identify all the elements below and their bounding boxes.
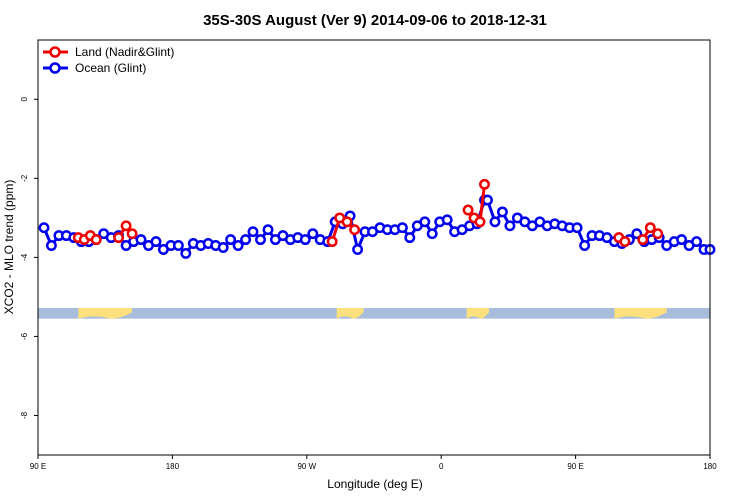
legend-land-marker: [49, 46, 61, 58]
y-axis-ticks: 0 -2 -4 -6 -8: [20, 97, 38, 419]
ocean-series-point: [255, 234, 266, 246]
ocean-series-point: [504, 220, 516, 232]
y-tick-label: 0: [20, 97, 29, 102]
ocean-series-point: [396, 222, 408, 234]
land-series-seg5: [637, 222, 664, 246]
ocean-series-point: [352, 244, 364, 255]
x-tick-label: 0: [439, 462, 444, 471]
land-series-seg1-point: [126, 228, 138, 240]
plot-frame: [37, 39, 711, 456]
land-series-seg2: [326, 212, 361, 248]
ocean-series-point: [262, 224, 274, 236]
x-axis-ticks: 90 E 180 90 W 0 90 E 180: [30, 455, 717, 471]
ocean-series-point: [307, 228, 319, 240]
ocean-series-point: [240, 234, 252, 246]
ocean-series-point: [489, 216, 501, 228]
ocean-series-point: [691, 236, 703, 248]
ocean-series-point: [482, 194, 493, 206]
land-series-seg4: [613, 232, 631, 248]
ocean-series-point: [247, 226, 259, 238]
ocean-series-point: [426, 228, 438, 240]
ocean-series-point: [180, 247, 192, 259]
land-series-seg2-point: [349, 224, 361, 236]
x-tick-label: 90 E: [30, 462, 46, 471]
land-series-seg1-point: [120, 220, 132, 232]
land-series-seg3: [462, 178, 490, 228]
ocean-series-point: [404, 232, 416, 244]
ocean-series-point: [496, 206, 508, 218]
land-series-seg3-point: [479, 178, 490, 190]
chart-title: 35S-30S August (Ver 9) 2014-09-06 to 201…: [203, 12, 547, 29]
land-region-3: [614, 307, 667, 319]
x-tick-label: 180: [703, 462, 717, 471]
land-series-seg5-point: [652, 228, 664, 240]
x-tick-label: 90 W: [297, 462, 316, 471]
ocean-series-point: [441, 214, 453, 226]
land-region-0: [78, 307, 133, 319]
legend-ocean-marker: [49, 62, 61, 74]
legend-land-label: Land (Nadir&Glint): [75, 45, 174, 59]
ocean-series-point: [232, 240, 244, 251]
y-tick-label: -6: [20, 332, 29, 340]
land-series-seg5-point: [644, 222, 656, 234]
ocean-series-point: [419, 216, 431, 228]
ocean-series-point: [579, 240, 591, 251]
ocean-series-point: [571, 222, 583, 234]
land-series-seg2-point: [341, 216, 353, 228]
land-series-seg2-point: [326, 236, 338, 248]
x-axis-label: Longitude (deg E): [327, 477, 422, 491]
land-series-seg3-point: [462, 204, 474, 216]
land-ocean-mask: [38, 307, 710, 319]
x-tick-label: 180: [166, 462, 180, 471]
land-series-seg3-point: [474, 216, 486, 228]
land-series-seg0: [72, 230, 102, 246]
ocean-series-point: [299, 234, 311, 246]
ocean-series-point: [150, 236, 162, 248]
legend-ocean-label: Ocean (Glint): [75, 61, 146, 75]
ocean-series-point: [217, 242, 229, 253]
ocean-series-point: [676, 234, 688, 246]
ocean-band: [38, 307, 710, 319]
x-tick-label: 90 E: [567, 462, 583, 471]
plot-series: [38, 178, 716, 259]
ocean-series: [38, 194, 716, 259]
ocean-series-point: [225, 234, 237, 246]
y-tick-label: -4: [20, 253, 29, 261]
y-tick-label: -2: [20, 174, 29, 182]
land-series-seg1: [113, 220, 138, 244]
ocean-series-point: [135, 234, 147, 246]
ocean-series-point: [172, 240, 184, 251]
land-region-1: [336, 307, 364, 319]
y-axis-label: XCO2 - MLO trend (ppm): [2, 180, 16, 315]
land-series-seg1-point: [113, 232, 125, 244]
land-series-seg5-point: [637, 234, 649, 246]
y-tick-label: -8: [20, 411, 29, 419]
land-series-seg0-point: [90, 234, 102, 246]
land-series-seg4-point: [619, 236, 631, 248]
ocean-series-point: [38, 222, 50, 234]
ocean-series-point: [45, 240, 57, 251]
land-region-2: [466, 307, 489, 319]
legend: Land (Nadir&Glint) Ocean (Glint): [43, 45, 174, 75]
